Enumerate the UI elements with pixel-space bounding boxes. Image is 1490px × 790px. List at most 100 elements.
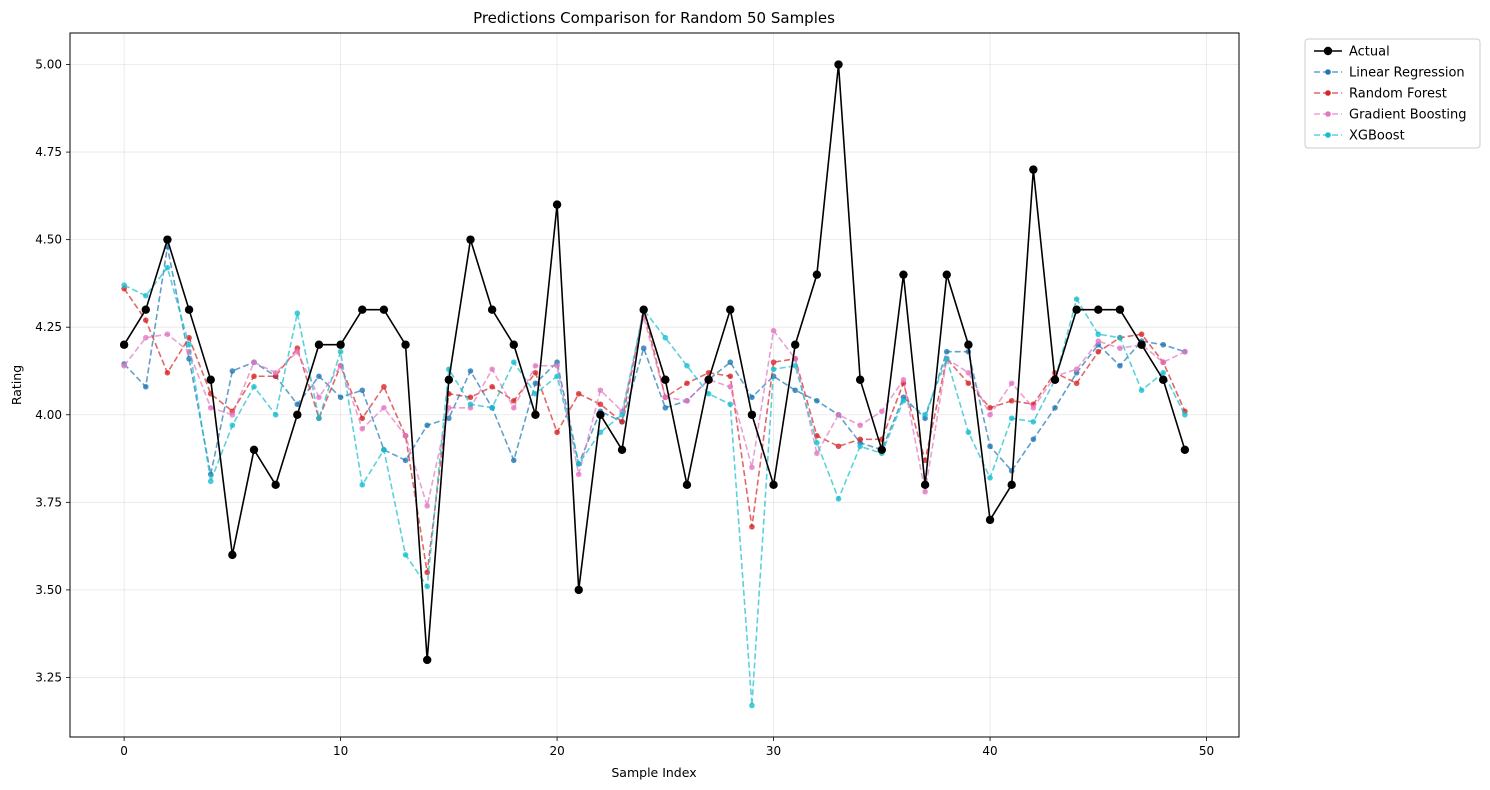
data-point xyxy=(141,305,150,314)
data-point xyxy=(402,457,409,464)
data-point xyxy=(531,410,540,419)
data-point xyxy=(727,373,734,380)
data-point xyxy=(1073,296,1080,302)
data-point xyxy=(552,200,562,209)
data-point xyxy=(251,373,257,380)
data-point xyxy=(142,383,149,390)
legend-item-gradient-boosting: Gradient Boosting xyxy=(1314,108,1467,123)
data-point xyxy=(554,373,560,380)
data-point xyxy=(965,369,972,376)
data-point xyxy=(726,305,735,314)
data-point xyxy=(554,362,560,369)
data-point xyxy=(1095,331,1102,338)
data-point xyxy=(249,445,259,454)
data-point xyxy=(293,410,302,419)
data-point xyxy=(922,411,928,418)
y-tick-label: 4.25 xyxy=(35,320,62,334)
data-point xyxy=(510,359,517,366)
legend-box xyxy=(1304,38,1481,149)
data-point xyxy=(121,362,127,369)
data-point xyxy=(532,380,539,387)
data-point xyxy=(619,418,625,425)
data-point xyxy=(749,394,755,401)
data-point xyxy=(532,362,539,369)
data-point xyxy=(1008,415,1015,422)
x-axis-label: Sample Index xyxy=(611,765,696,780)
data-point xyxy=(337,348,344,355)
data-point xyxy=(510,404,517,411)
data-point xyxy=(619,411,625,418)
data-point xyxy=(575,461,582,467)
data-point xyxy=(359,387,366,394)
data-point xyxy=(617,445,627,454)
data-point xyxy=(791,340,800,349)
data-point xyxy=(489,366,495,373)
data-point xyxy=(381,447,387,453)
data-point xyxy=(857,436,863,443)
data-point xyxy=(228,550,237,560)
data-point xyxy=(164,331,171,338)
data-point xyxy=(965,380,972,387)
y-tick-label: 3.25 xyxy=(35,670,62,684)
data-point xyxy=(1138,387,1145,394)
data-point xyxy=(985,515,995,525)
data-point xyxy=(1117,345,1123,352)
x-axis: 0 10 20 30 40 50 xyxy=(120,737,1214,758)
data-point xyxy=(487,305,497,314)
data-point xyxy=(575,390,582,397)
data-point xyxy=(229,368,236,374)
data-point xyxy=(747,410,757,419)
data-point xyxy=(1008,468,1015,474)
data-point xyxy=(554,429,560,436)
plot-frame xyxy=(69,32,1240,738)
data-point xyxy=(1095,338,1102,345)
data-point xyxy=(682,480,692,490)
data-point xyxy=(142,317,149,324)
y-axis: 3.25 3.50 3.75 4.00 4.25 4.50 4.75 5.00 xyxy=(35,58,70,684)
data-point xyxy=(1050,375,1060,384)
data-point xyxy=(207,404,214,411)
data-point xyxy=(812,270,822,279)
data-point xyxy=(186,341,192,348)
data-point xyxy=(1029,165,1038,174)
data-point xyxy=(857,422,863,429)
data-point xyxy=(510,457,517,464)
data-point xyxy=(467,394,474,401)
legend-marker xyxy=(1325,90,1331,96)
data-point xyxy=(834,60,843,69)
data-point xyxy=(424,503,430,509)
data-point xyxy=(294,348,301,355)
data-point xyxy=(814,450,820,457)
data-point xyxy=(792,387,799,394)
data-point xyxy=(163,235,172,244)
data-point xyxy=(597,387,604,394)
data-point xyxy=(705,390,712,397)
series-xgboost xyxy=(121,264,1188,709)
x-tick-label: 20 xyxy=(549,744,564,758)
data-point xyxy=(1052,404,1058,411)
data-point xyxy=(509,340,518,349)
data-point xyxy=(727,383,734,390)
data-point xyxy=(942,270,951,279)
data-point xyxy=(987,404,993,411)
data-point xyxy=(186,334,192,341)
data-point xyxy=(639,305,648,314)
data-point xyxy=(444,375,454,384)
data-point xyxy=(1094,305,1103,314)
data-point xyxy=(381,383,387,390)
series-layer xyxy=(119,60,1190,709)
data-point xyxy=(1160,369,1167,376)
data-point xyxy=(336,340,345,349)
data-point xyxy=(574,585,583,595)
data-point xyxy=(835,443,842,450)
data-point xyxy=(835,411,842,418)
data-point xyxy=(1117,334,1123,341)
data-point xyxy=(1182,411,1188,418)
data-point xyxy=(684,362,690,369)
data-point xyxy=(294,310,301,317)
data-point xyxy=(359,482,366,488)
legend-label: Gradient Boosting xyxy=(1349,108,1467,123)
data-point xyxy=(1095,348,1102,355)
data-point xyxy=(119,340,129,349)
